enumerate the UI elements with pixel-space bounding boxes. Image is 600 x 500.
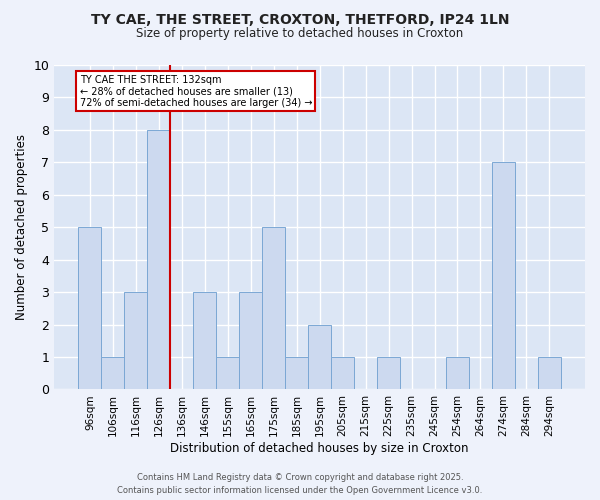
- Bar: [193, 292, 216, 390]
- Bar: [538, 357, 561, 390]
- X-axis label: Distribution of detached houses by size in Croxton: Distribution of detached houses by size …: [170, 442, 469, 455]
- Text: Contains HM Land Registry data © Crown copyright and database right 2025.
Contai: Contains HM Land Registry data © Crown c…: [118, 474, 482, 495]
- Bar: [101, 357, 124, 390]
- Bar: [124, 292, 148, 390]
- Bar: [331, 357, 354, 390]
- Bar: [216, 357, 239, 390]
- Text: TY CAE, THE STREET, CROXTON, THETFORD, IP24 1LN: TY CAE, THE STREET, CROXTON, THETFORD, I…: [91, 12, 509, 26]
- Y-axis label: Number of detached properties: Number of detached properties: [15, 134, 28, 320]
- Text: TY CAE THE STREET: 132sqm
← 28% of detached houses are smaller (13)
72% of semi-: TY CAE THE STREET: 132sqm ← 28% of detac…: [80, 74, 312, 108]
- Bar: [148, 130, 170, 390]
- Bar: [285, 357, 308, 390]
- Bar: [377, 357, 400, 390]
- Bar: [492, 162, 515, 390]
- Bar: [262, 227, 285, 390]
- Bar: [79, 227, 101, 390]
- Bar: [308, 324, 331, 390]
- Bar: [446, 357, 469, 390]
- Text: Size of property relative to detached houses in Croxton: Size of property relative to detached ho…: [136, 28, 464, 40]
- Bar: [239, 292, 262, 390]
